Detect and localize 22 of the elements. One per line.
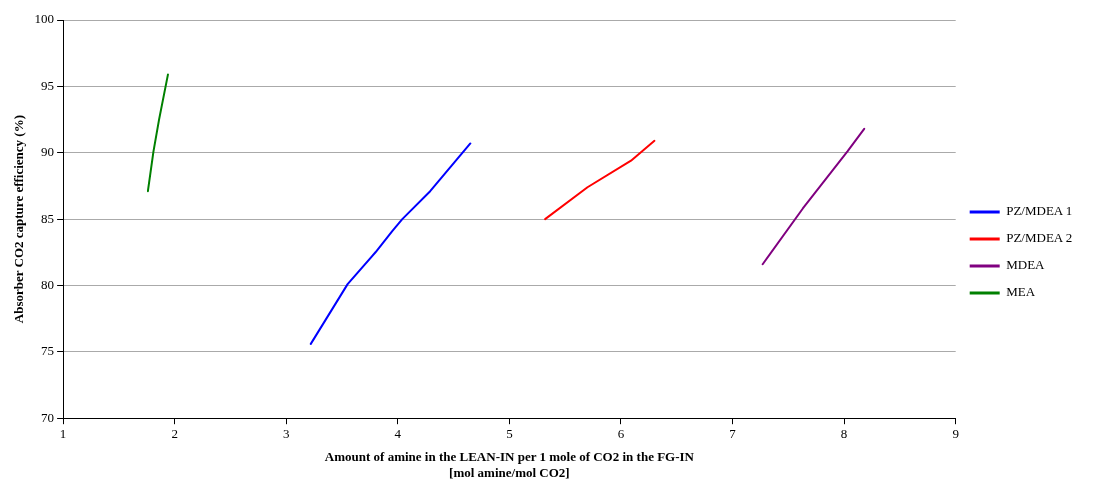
x-tick-label: 8 [840,426,848,442]
x-tick-label: 2 [171,426,178,442]
x-tick-label: 9 [952,426,959,442]
x-tick-label: 3 [283,426,290,442]
y-axis-title: Absorber CO2 capture efficiency (%) [11,115,27,324]
y-tick-label: 80 [41,276,55,292]
legend-label: MDEA [1006,257,1046,273]
y-tick-label: 85 [41,210,55,226]
legend-label: PZ/MDEA 2 [1006,230,1073,246]
y-tick-label: 75 [41,343,55,359]
x-tick-label: 1 [59,426,67,442]
x-axis-title: Amount of amine in the LEAN-IN per 1 mole of CO2 in the FG-IN [mol amine/mol CO2] [324,448,695,480]
y-tick-label: 90 [41,144,55,160]
y-tick-label: 70 [41,409,55,425]
x-tick-label: 7 [729,426,737,442]
x-tick-label: 5 [506,426,513,442]
y-tick-label: 100 [34,11,55,27]
x-tick-label: 6 [617,426,625,442]
legend-label: MEA [1006,284,1036,300]
x-tick-label: 4 [394,426,402,442]
legend-label: PZ/MDEA 1 [1006,203,1073,219]
y-tick-label: 95 [41,77,55,93]
